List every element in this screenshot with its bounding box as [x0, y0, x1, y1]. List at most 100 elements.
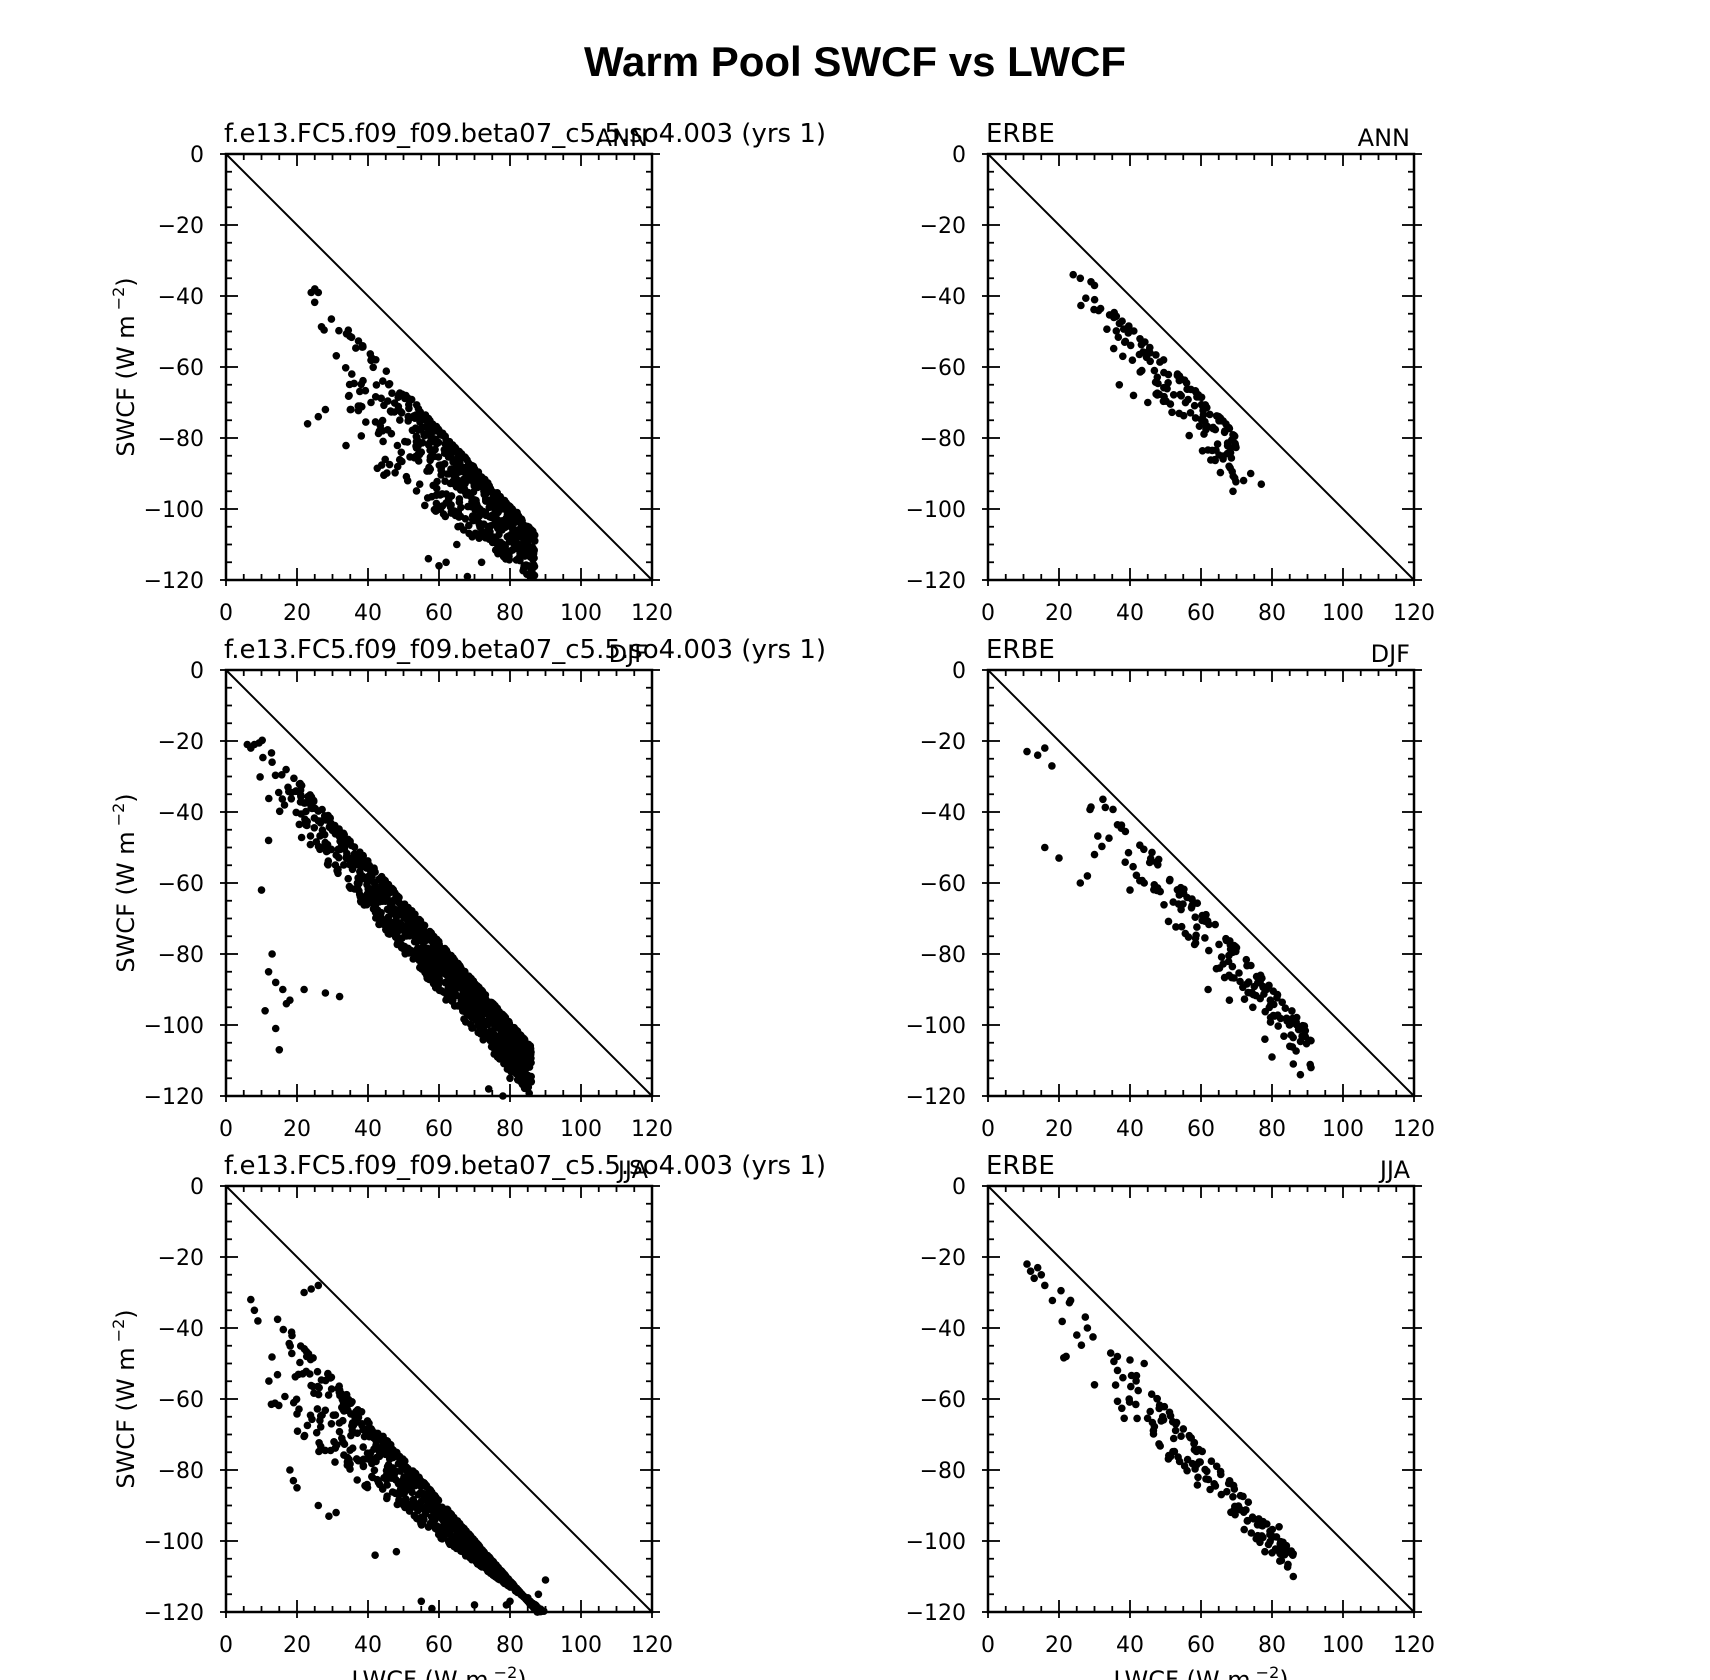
data-point	[449, 1520, 458, 1529]
y-tick-label: −40	[158, 285, 204, 310]
data-point	[275, 1401, 283, 1410]
data-point	[485, 1554, 494, 1563]
data-point	[321, 816, 330, 824]
data-point	[446, 978, 455, 987]
data-point	[430, 452, 439, 461]
data-point	[1077, 301, 1085, 310]
data-point	[1239, 476, 1248, 485]
data-point	[396, 1485, 405, 1493]
data-point	[1154, 861, 1162, 869]
data-point	[1065, 1298, 1074, 1307]
data-point	[1201, 934, 1209, 942]
data-point	[1215, 940, 1223, 949]
data-point	[305, 796, 314, 805]
data-point	[459, 982, 467, 990]
data-point	[267, 1400, 276, 1409]
data-point	[441, 970, 450, 978]
data-point	[515, 1588, 524, 1597]
data-point	[455, 977, 464, 985]
y-tick-label: −60	[920, 356, 966, 381]
x-axis-title: LWCF (W m −2)	[351, 1663, 526, 1680]
data-point	[1239, 1492, 1247, 1501]
data-point	[1268, 1533, 1276, 1542]
data-point	[1086, 805, 1094, 814]
y-tick-label: 0	[952, 659, 966, 684]
data-point	[1090, 1381, 1099, 1389]
data-point	[1268, 1053, 1276, 1061]
data-point	[395, 390, 403, 399]
data-point	[494, 1018, 503, 1026]
data-point	[1149, 1430, 1158, 1438]
y-tick-label: −20	[920, 214, 966, 239]
x-tick-label: 20	[1045, 1633, 1073, 1658]
data-point	[1250, 982, 1259, 991]
data-point	[493, 508, 502, 517]
y-tick-label: −60	[920, 1388, 966, 1413]
data-point	[314, 1382, 322, 1391]
data-point	[339, 1416, 347, 1425]
data-point	[1132, 1371, 1141, 1380]
data-point	[303, 1421, 312, 1430]
data-point	[534, 1590, 543, 1599]
data-point	[514, 1068, 522, 1076]
data-point	[498, 1029, 506, 1037]
x-tick-label: 60	[1187, 1117, 1215, 1142]
data-point	[1110, 313, 1118, 322]
data-point	[465, 521, 473, 530]
data-point	[247, 1295, 255, 1304]
y-axis-title-close: )	[112, 1309, 140, 1318]
data-point	[1255, 1515, 1263, 1523]
y-tick-label: 0	[190, 659, 204, 684]
data-point	[1289, 1572, 1298, 1581]
data-point	[1292, 1018, 1300, 1026]
data-point	[1153, 389, 1162, 398]
data-point	[1216, 468, 1225, 477]
data-point	[372, 1437, 381, 1445]
data-point	[1229, 1493, 1237, 1501]
data-point	[448, 442, 457, 451]
data-point	[314, 817, 323, 825]
data-point	[418, 439, 427, 447]
data-point	[1187, 904, 1196, 912]
data-point	[325, 1512, 333, 1520]
data-point	[1148, 848, 1156, 857]
data-point	[1137, 340, 1146, 349]
data-point	[1163, 384, 1171, 393]
data-point	[1169, 1434, 1178, 1443]
data-point	[350, 843, 359, 851]
data-point	[441, 512, 450, 521]
data-point	[481, 495, 490, 503]
data-point	[1101, 803, 1110, 812]
data-point	[1152, 351, 1160, 359]
data-point	[438, 490, 447, 498]
y-tick-label: −120	[906, 569, 966, 594]
data-point	[1184, 395, 1192, 404]
y-tick-label: −40	[920, 1317, 966, 1342]
data-point	[524, 1041, 532, 1049]
data-point	[1041, 1281, 1049, 1290]
data-point	[1193, 923, 1201, 931]
data-point	[409, 914, 417, 922]
y-tick-label: −20	[158, 730, 204, 755]
data-point	[383, 1462, 392, 1471]
x-tick-label: 40	[1116, 601, 1144, 626]
data-point	[427, 438, 435, 446]
data-point	[340, 1440, 349, 1448]
data-point	[447, 508, 456, 516]
data-point	[393, 462, 402, 471]
data-point	[1159, 1416, 1168, 1424]
data-point	[1121, 337, 1130, 346]
data-point	[256, 773, 264, 781]
data-point	[484, 1563, 492, 1571]
data-point	[384, 380, 393, 389]
data-point	[1212, 1462, 1221, 1471]
y-axis-title: SWCF (W m −2)	[109, 277, 140, 456]
data-point	[434, 1496, 443, 1504]
data-point	[335, 1382, 344, 1390]
data-point	[264, 836, 273, 845]
data-point	[432, 484, 441, 493]
data-point	[531, 1602, 539, 1610]
data-point	[444, 1537, 453, 1546]
data-point	[353, 1429, 362, 1437]
data-point	[432, 499, 441, 508]
